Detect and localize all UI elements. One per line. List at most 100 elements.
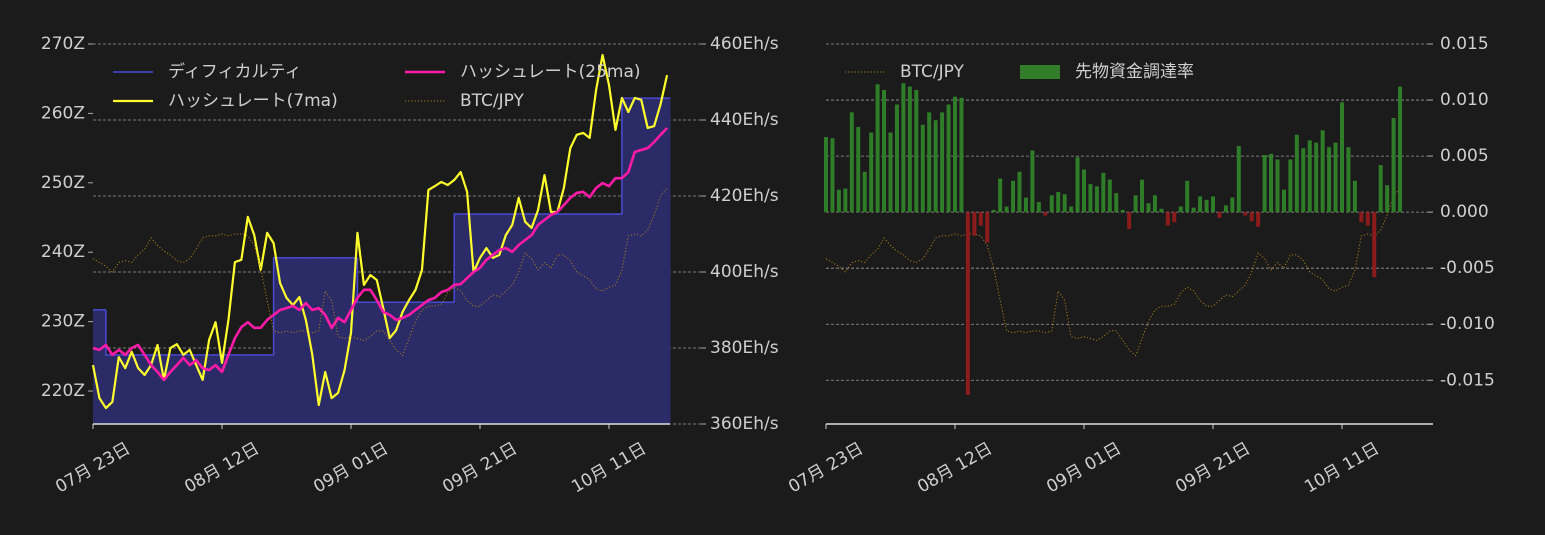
difficulty-area	[331, 257, 339, 424]
difficulty-area	[467, 214, 474, 424]
bar	[1211, 196, 1215, 213]
bar	[1365, 212, 1370, 226]
y-tick-label: 260Z	[41, 103, 85, 123]
difficulty-step	[272, 257, 281, 355]
bar	[1398, 86, 1403, 213]
difficulty-area	[615, 214, 623, 424]
bar	[1198, 196, 1203, 213]
bar	[1011, 180, 1016, 213]
difficulty-area	[531, 214, 539, 424]
bar	[1140, 179, 1145, 213]
bar	[1223, 205, 1228, 213]
bar	[1385, 185, 1390, 213]
bar	[1230, 197, 1235, 213]
series-line	[92, 188, 668, 357]
bar	[933, 120, 938, 213]
x-tick-label: 07月 23日	[785, 439, 867, 498]
series-line	[91, 53, 669, 410]
y2-tick-label: 420Eh/s	[710, 186, 779, 206]
y2-tick-label: -0.005	[1440, 258, 1495, 278]
bar	[920, 124, 925, 213]
bar	[965, 212, 970, 395]
bar	[914, 89, 919, 213]
legend-swatch	[1020, 65, 1060, 79]
bar	[946, 104, 951, 213]
difficulty-area	[325, 257, 332, 424]
difficulty-area	[202, 354, 210, 424]
legend-label: ハッシュレート(7ma)	[168, 91, 338, 111]
y2-tick-label: 440Eh/s	[710, 110, 779, 130]
difficulty-area	[428, 302, 436, 424]
difficulty-area	[525, 214, 532, 424]
bar	[1327, 147, 1332, 213]
bar	[985, 212, 990, 243]
difficulty-area	[144, 354, 152, 424]
y-tick-label: 270Z	[41, 34, 85, 54]
bar	[1262, 154, 1267, 213]
difficulty-area	[621, 98, 629, 424]
bar	[875, 84, 880, 213]
bar	[1359, 212, 1364, 223]
difficulty-area	[441, 302, 449, 424]
x-tick-label: 09月 01日	[310, 439, 392, 498]
bar	[1004, 206, 1009, 213]
chart: 0.015 0.010 0.005 0.000 -0.005 -0.010 -0.015 07…	[785, 34, 1495, 497]
bar	[1088, 184, 1093, 213]
difficulty-area	[299, 257, 307, 424]
difficulty-area	[609, 214, 616, 424]
bar	[978, 212, 983, 226]
bar	[1372, 212, 1377, 278]
bar	[1191, 207, 1196, 213]
bar	[1152, 195, 1157, 213]
x-tick-label: 08月 12日	[181, 439, 263, 498]
legend-label: BTC/JPY	[900, 62, 965, 82]
bar	[843, 188, 848, 213]
difficulty-area	[473, 214, 481, 424]
bar	[1294, 134, 1299, 213]
bar	[1159, 208, 1164, 213]
difficulty-area	[318, 257, 326, 424]
difficulty-area	[492, 214, 500, 424]
y-tick-label: 220Z	[41, 381, 85, 401]
difficulty-area	[151, 354, 158, 424]
bar	[1036, 202, 1041, 213]
difficulty-area	[402, 302, 410, 424]
bar	[882, 89, 887, 213]
difficulty-area	[544, 214, 552, 424]
difficulty-step	[105, 309, 113, 356]
bar	[972, 212, 977, 236]
bar	[1256, 212, 1261, 227]
bar	[940, 112, 945, 213]
y2-tick-label: 400Eh/s	[710, 262, 779, 282]
difficulty-area	[370, 302, 378, 424]
difficulty-area	[602, 214, 610, 424]
difficulty-area	[499, 214, 507, 424]
difficulty-area	[112, 354, 120, 424]
difficulty-area	[641, 98, 648, 424]
difficulty-area	[254, 354, 261, 424]
bar	[888, 132, 893, 213]
difficulty-area	[667, 98, 671, 424]
legend-label: 先物資金調達率	[1075, 62, 1194, 82]
y-tick-label: 230Z	[41, 312, 85, 332]
bar	[959, 97, 964, 213]
difficulty-area	[447, 302, 455, 424]
bar	[1288, 159, 1293, 213]
y-tick-label: 240Z	[41, 242, 85, 262]
difficulty-area	[292, 257, 300, 424]
difficulty-step	[453, 213, 461, 303]
difficulty-area	[176, 354, 184, 424]
bar	[1275, 159, 1280, 213]
bar	[1346, 147, 1351, 213]
y2-tick-label: 360Eh/s	[710, 414, 779, 434]
difficulty-area	[267, 354, 274, 424]
difficulty-area	[170, 354, 178, 424]
y2-tick-label: 0.000	[1440, 202, 1489, 222]
bar	[1146, 203, 1151, 213]
bar	[869, 132, 874, 213]
bar	[1043, 212, 1048, 216]
y2-tick-label: 0.010	[1440, 90, 1489, 110]
difficulty-area	[138, 354, 145, 424]
bar	[1281, 189, 1286, 213]
bar	[927, 112, 932, 213]
